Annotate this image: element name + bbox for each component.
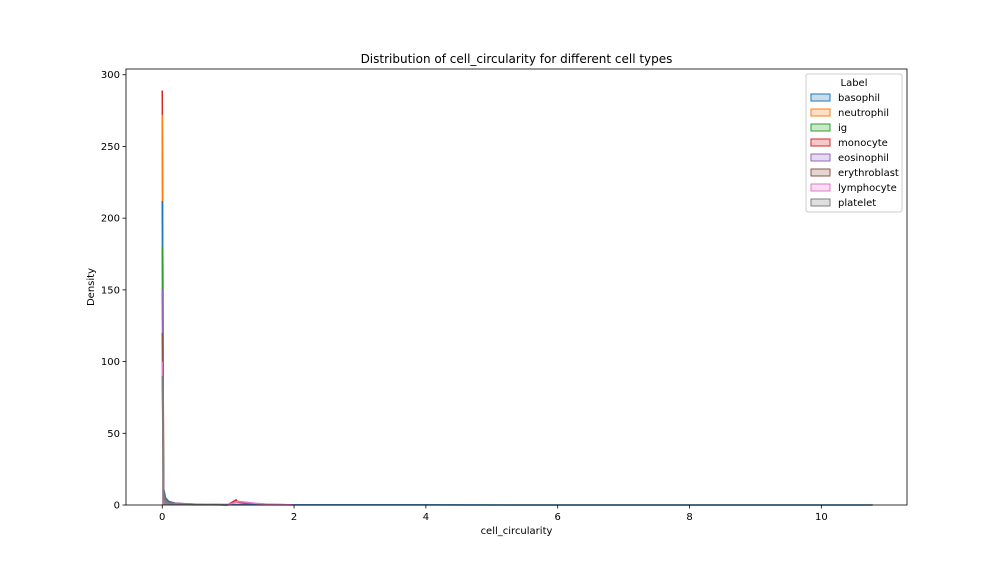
x-tick-label: 10	[815, 512, 828, 523]
legend-title: Label	[841, 78, 868, 89]
x-tick-label: 4	[423, 512, 429, 523]
plot-frame	[125, 68, 908, 506]
legend-swatch-basophil	[810, 93, 831, 102]
y-tick-label: 150	[101, 285, 120, 296]
y-tick-label: 50	[107, 429, 120, 440]
legend-swatch-monocyte	[810, 138, 831, 147]
legend-label-lymphocyte: lymphocyte	[838, 183, 897, 194]
legend-swatch-erythroblast	[810, 168, 831, 177]
chart-title: Distribution of cell_circularity for dif…	[361, 52, 673, 66]
legend-label-ig: ig	[838, 123, 847, 134]
series-layer	[161, 90, 873, 506]
legend: Label basophil neutrophil ig monocyte eosino…	[805, 73, 903, 213]
y-axis-title: Density	[86, 268, 97, 306]
legend-swatch-ig	[810, 123, 831, 132]
legend-label-neutrophil: neutrophil	[838, 108, 889, 119]
legend-swatch-platelet	[810, 198, 831, 207]
legend-label-erythroblast: erythroblast	[838, 168, 899, 179]
legend-swatch-lymphocyte	[810, 183, 831, 192]
x-tick-label: 0	[159, 512, 165, 523]
legend-label-monocyte: monocyte	[838, 138, 888, 149]
x-tick-label: 8	[686, 512, 692, 523]
x-axis-title: cell_circularity	[481, 526, 553, 537]
legend-swatch-neutrophil	[810, 108, 831, 117]
legend-label-basophil: basophil	[838, 93, 880, 104]
y-tick-label: 0	[114, 501, 120, 512]
y-tick-label: 300	[101, 70, 120, 81]
y-tick-label: 250	[101, 142, 120, 153]
legend-label-platelet: platelet	[838, 198, 876, 209]
y-tick-label: 100	[101, 357, 120, 368]
legend-swatch-eosinophil	[810, 153, 831, 162]
plot-area	[126, 69, 907, 505]
x-tick-label: 2	[291, 512, 297, 523]
x-tick-label: 6	[555, 512, 561, 523]
y-tick-label: 200	[101, 214, 120, 225]
legend-label-eosinophil: eosinophil	[838, 153, 889, 164]
